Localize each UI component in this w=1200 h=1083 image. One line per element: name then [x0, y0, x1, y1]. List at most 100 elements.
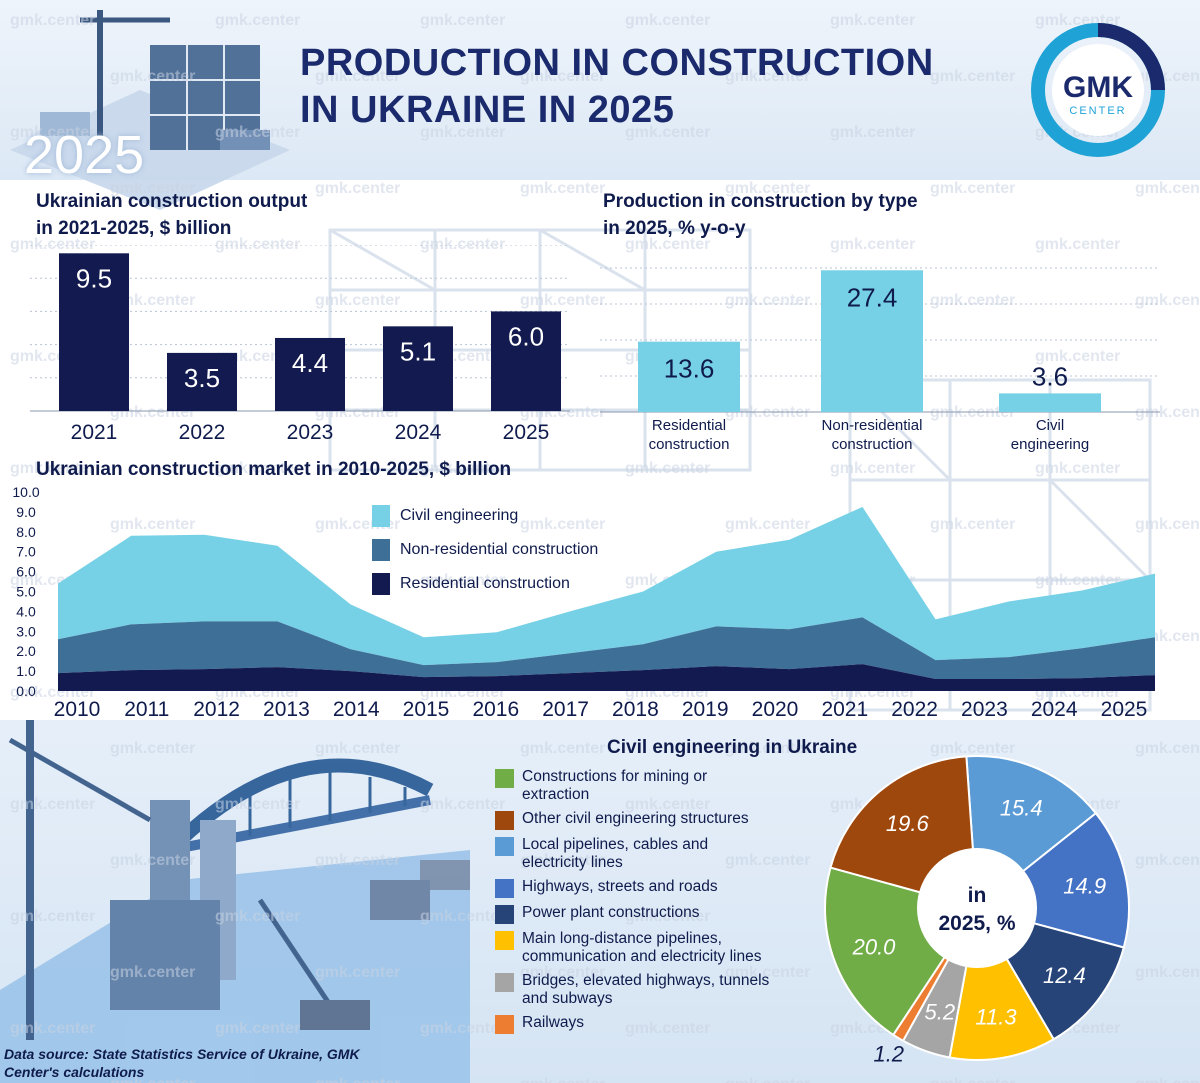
- pie-legend-label: Railways: [522, 1014, 585, 1031]
- pie-legend-label: Highways, streets and roads: [522, 878, 718, 895]
- watermark-text: gmk.center: [930, 68, 1015, 85]
- watermark-text: gmk.center: [420, 12, 505, 29]
- logo-text-bottom: CENTER: [1069, 105, 1126, 117]
- pie-value-label: 19.6: [886, 811, 930, 836]
- y-tick-label: 10.0: [12, 484, 39, 500]
- bar-value-label: 13.6: [664, 354, 715, 384]
- x-tick-label: 2022: [891, 698, 938, 720]
- x-tick-label: 2025: [503, 421, 550, 444]
- by-type-chart-title-line-2: in 2025, % y-o-y: [603, 218, 746, 239]
- x-tick-label: 2023: [287, 421, 334, 444]
- logo-text-top: GMK: [1063, 71, 1133, 104]
- pie-legend-item: Highways, streets and roads: [495, 878, 825, 898]
- pie-value-label: 20.0: [852, 935, 897, 960]
- pie-legend-label: Power plant constructions: [522, 904, 700, 921]
- watermark-text: gmk.center: [1035, 572, 1120, 589]
- watermark-text: gmk.center: [110, 964, 195, 981]
- pie-value-label: 14.9: [1063, 874, 1106, 899]
- watermark-text: gmk.center: [930, 180, 1015, 197]
- watermark-text: gmk.center: [10, 12, 95, 29]
- pie-legend-label: Constructions for mining or extraction: [522, 768, 708, 803]
- pie-legend-label: Local pipelines, cables and electricity l…: [522, 836, 709, 871]
- pie-legend-swatch: [495, 837, 514, 856]
- x-tick-label: 2023: [961, 698, 1008, 720]
- watermark-text: gmk.center: [625, 908, 710, 925]
- legend-label-residential: Residential construction: [400, 575, 570, 592]
- pie-legend-item: Local pipelines, cables and electricity l…: [495, 836, 825, 872]
- output-chart-title: Ukrainian construction output in 2021-20…: [36, 188, 307, 242]
- x-tick-label: 2010: [54, 698, 101, 720]
- bar-value-label: 3.6: [1032, 361, 1068, 391]
- pie-legend-label: Bridges, elevated highways, tunnels and s…: [522, 972, 770, 1007]
- watermark-text: gmk.center: [1135, 1076, 1200, 1083]
- legend-swatch-civil: [372, 505, 390, 527]
- bar-value-label: 3.5: [184, 363, 220, 393]
- construction-site-illustration: [10, 10, 290, 210]
- bar-non-residential-construction: [821, 270, 923, 412]
- watermark-text: gmk.center: [725, 180, 810, 197]
- x-tick-label: 2020: [752, 698, 799, 720]
- watermark-text: gmk.center: [420, 124, 505, 141]
- watermark-text: gmk.center: [1135, 852, 1200, 869]
- by-type-chart-title-line-1: Production in construction by type: [603, 191, 918, 212]
- x-tick-label: 2019: [682, 698, 729, 720]
- pie-legend-item: Bridges, elevated highways, tunnels and s…: [495, 972, 825, 1008]
- x-tick-label: 2025: [1101, 698, 1148, 720]
- watermark-text: gmk.center: [10, 124, 95, 141]
- watermark-text: gmk.center: [10, 460, 95, 477]
- bar-value-label: 6.0: [508, 321, 544, 351]
- bar-value-label: 27.4: [847, 282, 898, 312]
- watermark-text: gmk.center: [625, 796, 710, 813]
- x-tick-label: 2024: [395, 421, 442, 444]
- x-tick-label: engineering: [1011, 436, 1089, 453]
- x-tick-label: 2013: [263, 698, 310, 720]
- watermark-text: gmk.center: [215, 236, 300, 253]
- watermark-text: gmk.center: [1135, 740, 1200, 757]
- watermark-text: gmk.center: [10, 1020, 95, 1037]
- watermark-text: gmk.center: [420, 1020, 505, 1037]
- watermark-text: gmk.center: [110, 852, 195, 869]
- title-line-1: PRODUCTION IN CONSTRUCTION: [300, 42, 934, 84]
- legend-item-non-residential: Non-residential construction: [372, 539, 598, 561]
- watermark-text: gmk.center: [930, 740, 1015, 757]
- watermark-text: gmk.center: [625, 12, 710, 29]
- x-tick-label: 2014: [333, 698, 380, 720]
- watermark-text: gmk.center: [520, 740, 605, 757]
- watermark-text: gmk.center: [315, 68, 400, 85]
- y-tick-label: 4.0: [16, 603, 36, 619]
- watermark-text: gmk.center: [420, 908, 505, 925]
- legend-swatch-non-residential: [372, 539, 390, 561]
- x-tick-label: 2016: [472, 698, 519, 720]
- legend-item-residential: Residential construction: [372, 573, 598, 595]
- watermark-text: gmk.center: [1135, 292, 1200, 309]
- watermark-text: gmk.center: [110, 1076, 195, 1083]
- pie-value-label: 11.3: [975, 1004, 1017, 1029]
- watermark-text: gmk.center: [315, 180, 400, 197]
- watermark-text: gmk.center: [110, 68, 195, 85]
- watermark-text: gmk.center: [215, 796, 300, 813]
- legend-swatch-residential: [372, 573, 390, 595]
- watermark-text: gmk.center: [725, 68, 810, 85]
- pie-value-label: 1.2: [873, 1041, 904, 1066]
- watermark-text: gmk.center: [1135, 180, 1200, 197]
- market-area-chart: 0.0 1.0 2.0 3.0 4.0 5.0 6.0 7.0 8.0 9.0 10.0 2010 20…: [12, 484, 1155, 720]
- civil-pie-legend: Constructions for mining or extraction Oth…: [495, 768, 825, 1040]
- watermark-text: gmk.center: [1135, 516, 1200, 533]
- x-tick-label: Non-residential: [822, 417, 923, 434]
- watermark-text: gmk.center: [1035, 348, 1120, 365]
- watermark-text: gmk.center: [1135, 404, 1200, 421]
- watermark-text: gmk.center: [725, 852, 810, 869]
- pie-legend-item: Power plant constructions: [495, 904, 825, 924]
- year-badge: 2025: [24, 125, 145, 185]
- watermark-text: gmk.center: [215, 12, 300, 29]
- x-tick-label: 2021: [71, 421, 118, 444]
- x-tick-label: 2011: [124, 698, 169, 720]
- pie-legend-label: Other civil engineering structures: [522, 810, 749, 827]
- watermark-text: gmk.center: [10, 908, 95, 925]
- x-tick-label: 2024: [1031, 698, 1078, 720]
- watermark-text: gmk.center: [725, 1076, 810, 1083]
- x-tick-label: 2012: [193, 698, 240, 720]
- area-non-residential-construction: [58, 617, 1155, 680]
- watermark-text: gmk.center: [625, 124, 710, 141]
- y-tick-label: 2.0: [16, 643, 36, 659]
